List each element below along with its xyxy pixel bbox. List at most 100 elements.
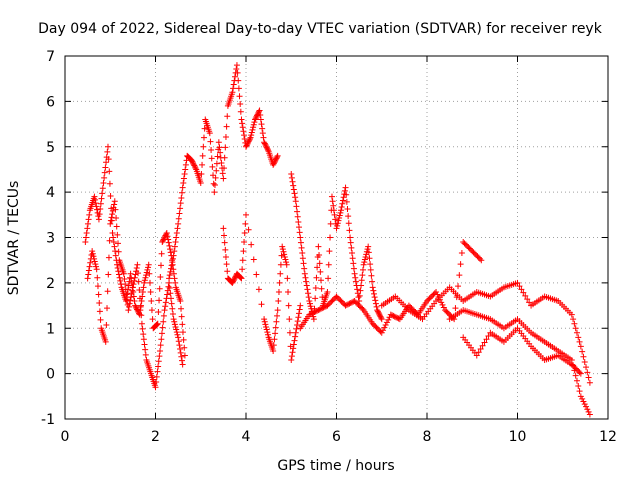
data-point [96, 308, 103, 315]
data-point [221, 154, 228, 161]
data-point [157, 347, 164, 354]
data-point [241, 229, 248, 236]
data-point [354, 300, 361, 307]
data-point [115, 268, 122, 275]
data-point [475, 254, 482, 261]
data-point [103, 322, 110, 329]
data-point [584, 406, 591, 413]
data-point [132, 302, 139, 309]
data-point [364, 246, 371, 253]
data-point [514, 279, 521, 286]
x-tick-label: 2 [151, 429, 160, 445]
data-point [161, 235, 168, 242]
data-point [105, 156, 112, 163]
data-point [155, 309, 162, 316]
data-point [92, 196, 99, 203]
data-point [128, 275, 135, 282]
data-point [139, 288, 146, 295]
data-point [347, 299, 354, 306]
data-point [526, 299, 533, 306]
data-point [392, 314, 399, 321]
data-point [253, 113, 260, 120]
data-point [576, 388, 583, 395]
data-point [111, 243, 118, 250]
data-point [235, 85, 242, 92]
data-point [440, 304, 447, 311]
data-point [125, 307, 132, 314]
data-point [161, 233, 168, 240]
data-point [165, 236, 172, 243]
data-point [295, 218, 302, 225]
data-point [153, 322, 160, 329]
data-point [239, 266, 246, 273]
data-point [308, 310, 315, 317]
data-point [274, 154, 281, 161]
data-point [461, 240, 468, 247]
data-point [324, 288, 331, 295]
data-point [261, 140, 268, 147]
data-point [127, 270, 134, 277]
data-point [97, 205, 104, 212]
data-point [571, 320, 578, 327]
data-point [115, 240, 122, 247]
data-point [148, 307, 155, 314]
data-point [445, 310, 452, 317]
data-point [173, 326, 180, 333]
data-point [317, 305, 324, 312]
data-point [112, 206, 119, 213]
data-point [189, 158, 196, 165]
data-point [340, 194, 347, 201]
data-point [296, 310, 303, 317]
data-point [348, 244, 355, 251]
data-point [355, 294, 362, 301]
data-point [358, 277, 365, 284]
data-point [331, 211, 338, 218]
data-point [167, 268, 174, 275]
data-point [337, 297, 344, 304]
data-point [579, 348, 586, 355]
data-point [181, 344, 188, 351]
data-point [270, 342, 277, 349]
data-point [127, 297, 134, 304]
data-point [87, 259, 94, 266]
data-point [237, 274, 244, 281]
data-point [159, 324, 166, 331]
data-point [471, 250, 478, 257]
data-point [345, 220, 352, 227]
data-point [263, 323, 270, 330]
data-point [284, 275, 291, 282]
data-point [124, 296, 131, 303]
data-point [251, 119, 258, 126]
data-point [380, 327, 387, 334]
data-point [460, 239, 467, 246]
data-point [336, 215, 343, 222]
data-point [201, 125, 208, 132]
data-point [330, 202, 337, 209]
data-point [209, 163, 216, 170]
data-point [153, 379, 160, 386]
data-point [307, 303, 314, 310]
data-point [361, 256, 368, 263]
data-point [290, 186, 297, 193]
data-point [237, 108, 244, 115]
data-point [177, 205, 184, 212]
data-point [246, 135, 253, 142]
data-point [156, 285, 163, 292]
data-point [312, 295, 319, 302]
data-point [136, 287, 143, 294]
data-point [347, 234, 354, 241]
data-point [245, 226, 252, 233]
data-point [173, 234, 180, 241]
data-point [92, 200, 99, 207]
data-point [360, 266, 367, 273]
data-point [288, 353, 295, 360]
data-point [292, 198, 299, 205]
data-point [244, 141, 251, 148]
data-point [128, 290, 135, 297]
data-point [158, 250, 165, 257]
data-point [452, 305, 459, 312]
data-point [264, 331, 271, 338]
data-point [131, 298, 138, 305]
